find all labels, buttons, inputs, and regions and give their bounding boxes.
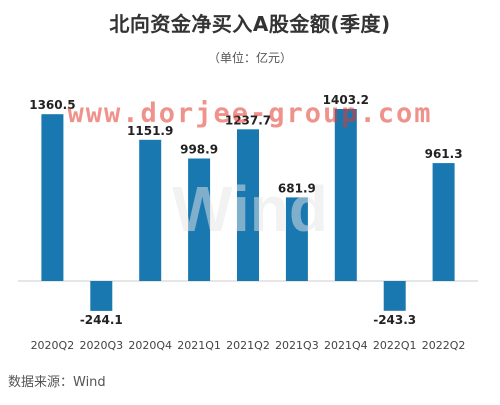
x-tick-label-2022Q1: 2022Q1 [373,339,417,352]
data-source-note: 数据来源：Wind [8,375,106,390]
value-label-2022Q1: -243.3 [373,313,416,327]
bar-2022Q2 [432,163,455,281]
x-tick-label-2021Q2: 2021Q2 [226,339,270,352]
bar-2020Q2 [41,114,64,281]
bar-2020Q3 [90,281,113,311]
x-tick-label-2021Q1: 2021Q1 [177,339,221,352]
x-tick-label-2020Q3: 2020Q3 [79,339,123,352]
x-tick-label-2020Q2: 2020Q2 [31,339,75,352]
x-tick-label-2020Q4: 2020Q4 [128,339,172,352]
x-tick-label-2021Q3: 2021Q3 [275,339,319,352]
value-label-2020Q4: 1151.9 [127,124,173,138]
unit-note: （单位：亿元） [207,51,292,65]
bar-2020Q4 [139,139,162,281]
value-label-2021Q1: 998.9 [180,143,218,157]
x-tick-label-2022Q2: 2022Q2 [422,339,466,352]
value-label-2020Q2: 1360.5 [29,98,75,112]
x-tick-label-2021Q4: 2021Q4 [324,339,368,352]
chart-title: 北向资金净买入A股金额(季度) [109,12,391,36]
bar-2022Q1 [383,281,406,311]
value-label-2021Q2: 1237.7 [225,113,271,127]
bar-2021Q3 [285,197,308,281]
value-label-2021Q4: 1403.2 [323,93,369,107]
bar-2021Q1 [188,158,211,281]
bar-2021Q2 [237,129,259,281]
value-label-2020Q3: -244.1 [80,313,123,327]
value-label-2021Q3: 681.9 [278,181,316,195]
value-label-2022Q2: 961.3 [425,147,463,161]
bar-2021Q4 [334,109,357,281]
